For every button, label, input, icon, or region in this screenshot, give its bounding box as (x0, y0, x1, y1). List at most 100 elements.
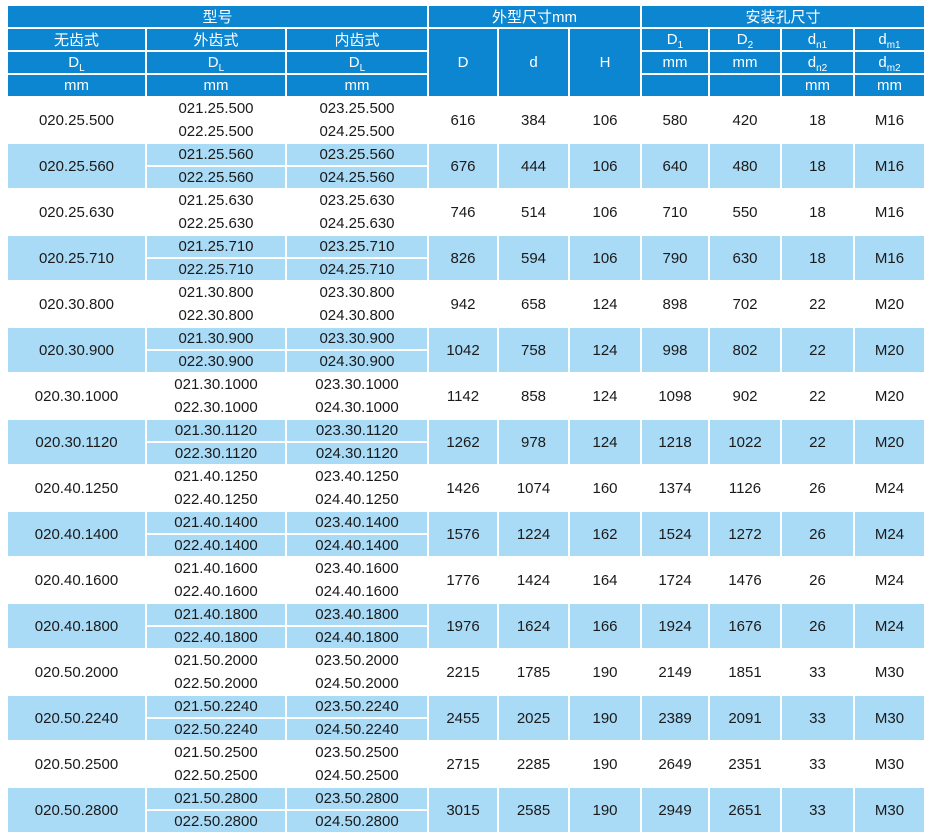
cell-outer-D: 942 (427, 280, 499, 328)
cell-outer-H: 190 (568, 648, 642, 696)
cell-outer-d: 658 (497, 280, 570, 328)
cell-hole-D2: 2351 (708, 740, 782, 788)
cell-outer-d: 2285 (497, 740, 570, 788)
cell-internal-model-b: 024.40.1250 (285, 487, 429, 512)
cell-outer-d: 2585 (497, 786, 570, 834)
cell-hole-dn: 26 (780, 556, 855, 604)
cell-internal-model-b: 024.25.710 (285, 257, 429, 282)
cell-internal-model-a: 023.30.800 (285, 280, 429, 305)
cell-outer-H: 190 (568, 786, 642, 834)
cell-hole-dm: M20 (852, 326, 927, 374)
cell-hole-D1: 2649 (640, 740, 710, 788)
cell-outer-D: 1262 (427, 418, 499, 466)
cell-toothless-model: 020.25.710 (6, 234, 147, 282)
table-row: 020.40.1800 021.40.1800 023.40.1800 1976… (6, 602, 927, 650)
cell-toothless-model: 020.30.800 (6, 280, 147, 328)
header-dl-base: D (348, 54, 360, 71)
header-dm1-sub: m1 (886, 40, 901, 51)
cell-hole-dn: 22 (780, 280, 855, 328)
cell-external-model-b: 022.40.1600 (145, 579, 287, 604)
table-row: 020.25.710 021.25.710 023.25.710 826 594… (6, 234, 927, 282)
cell-external-model-b: 022.30.800 (145, 303, 287, 328)
cell-internal-model-b: 024.30.900 (285, 349, 429, 374)
header-dn2-base: d (807, 54, 817, 71)
cell-external-model-b: 022.50.2240 (145, 717, 287, 742)
header-dl-label: DL (6, 50, 147, 75)
cell-toothless-model: 020.25.500 (6, 96, 147, 144)
cell-internal-model-b: 024.30.1000 (285, 395, 429, 420)
cell-external-model-b: 022.50.2500 (145, 763, 287, 788)
cell-external-model-a: 021.25.630 (145, 188, 287, 213)
header-row-mm: mm mm mm mm mm (6, 73, 927, 98)
cell-hole-D2: 802 (708, 326, 782, 374)
cell-internal-model-b: 024.50.2500 (285, 763, 429, 788)
cell-toothless-model: 020.30.1120 (6, 418, 147, 466)
table-row: 022.40.1250 024.40.1250 (7, 487, 925, 512)
cell-outer-H: 124 (568, 326, 642, 374)
cell-external-model-b: 022.40.1400 (145, 533, 287, 558)
header-mm-label: mm (285, 73, 429, 98)
cell-hole-D1: 2149 (640, 648, 710, 696)
cell-hole-D1: 2389 (640, 694, 710, 742)
header-dm2-sub: m2 (886, 63, 901, 74)
header-dl-label: DL (285, 50, 429, 75)
cell-outer-D: 676 (427, 142, 499, 190)
cell-hole-D1: 1374 (640, 464, 710, 512)
header-mm-label: mm (640, 50, 710, 75)
cell-internal-model-a: 023.30.1000 (285, 372, 429, 397)
cell-external-model-b: 022.50.2800 (145, 809, 287, 834)
cell-hole-D1: 1098 (640, 372, 710, 420)
cell-toothless-model: 020.40.1250 (6, 464, 147, 512)
cell-outer-H: 190 (568, 694, 642, 742)
cell-outer-D: 746 (427, 188, 499, 236)
cell-hole-D1: 640 (640, 142, 710, 190)
cell-hole-D2: 2651 (708, 786, 782, 834)
cell-outer-D: 1426 (427, 464, 499, 512)
cell-hole-dn: 26 (780, 510, 855, 558)
cell-hole-dm: M20 (852, 418, 927, 466)
cell-outer-H: 164 (568, 556, 642, 604)
header-col-H: H (568, 27, 642, 98)
table-row: 022.50.2500 024.50.2500 (7, 763, 925, 788)
table-row: 020.25.500 021.25.500 023.25.500 616 384… (6, 96, 927, 144)
table-row: 020.50.2500 021.50.2500 023.50.2500 2715… (6, 740, 927, 788)
cell-internal-model-a: 023.50.2800 (285, 786, 429, 811)
cell-external-model-a: 021.50.2000 (145, 648, 287, 673)
cell-hole-dm: M30 (852, 648, 927, 696)
cell-hole-dn: 18 (780, 142, 855, 190)
cell-hole-D2: 550 (708, 188, 782, 236)
header-dm2: dm2 (852, 50, 927, 75)
header-dl-sub: L (359, 63, 366, 74)
cell-hole-D1: 898 (640, 280, 710, 328)
cell-external-model-b: 022.25.630 (145, 211, 287, 236)
table-row: 022.50.2000 024.50.2000 (7, 671, 925, 696)
cell-outer-D: 1976 (427, 602, 499, 650)
cell-external-model-b: 022.50.2000 (145, 671, 287, 696)
header-row-groups: 型号 外型尺寸mm 安装孔尺寸 (6, 4, 927, 29)
cell-outer-d: 384 (497, 96, 570, 144)
cell-external-model-b: 022.30.900 (145, 349, 287, 374)
header-empty-cell (640, 73, 710, 98)
cell-internal-model-a: 023.30.1120 (285, 418, 429, 443)
cell-external-model-a: 021.30.800 (145, 280, 287, 305)
cell-outer-d: 1424 (497, 556, 570, 604)
cell-outer-D: 616 (427, 96, 499, 144)
header-toothless: 无齿式 (6, 27, 147, 52)
cell-internal-model-b: 024.25.630 (285, 211, 429, 236)
cell-hole-D2: 2091 (708, 694, 782, 742)
cell-outer-H: 124 (568, 372, 642, 420)
cell-hole-dm: M24 (852, 464, 927, 512)
header-internal: 内齿式 (285, 27, 429, 52)
table-row: 020.25.630 021.25.630 023.25.630 746 514… (6, 188, 927, 236)
header-dl-sub: L (79, 63, 85, 74)
header-col-D: D (427, 27, 499, 98)
cell-external-model-b: 022.40.1250 (145, 487, 287, 512)
cell-hole-dm: M24 (852, 510, 927, 558)
header-D2: D2 (708, 27, 782, 52)
header-dm2-base: d (878, 54, 887, 71)
table-row: 022.50.2800 024.50.2800 (7, 809, 925, 834)
header-dn2: dn2 (780, 50, 855, 75)
table-row: 022.40.1400 024.40.1400 (7, 533, 925, 558)
table-row: 022.30.800 024.30.800 (7, 303, 925, 328)
cell-hole-D2: 1676 (708, 602, 782, 650)
